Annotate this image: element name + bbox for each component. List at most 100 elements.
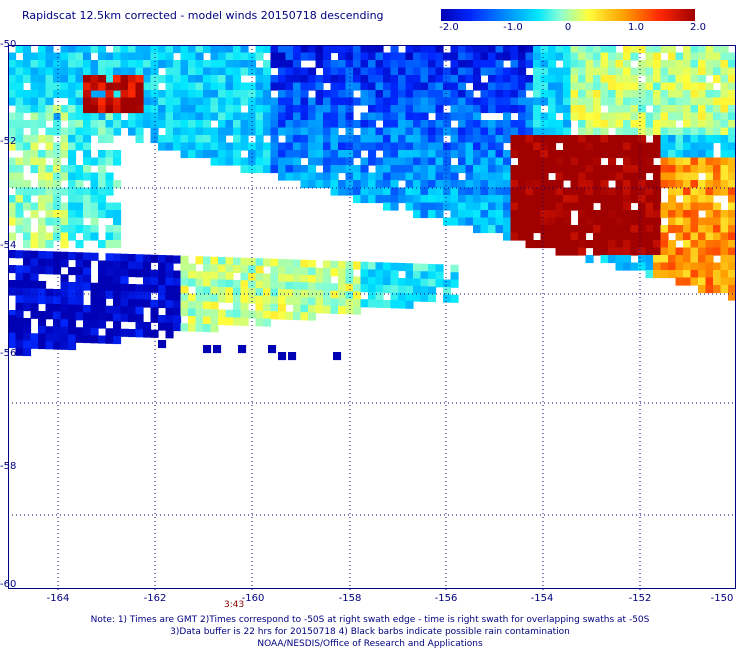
wind-diff-cell (150, 67, 159, 76)
wind-diff-cell (30, 75, 39, 84)
wind-diff-cell (458, 135, 467, 144)
wind-diff-cell (668, 112, 677, 121)
wind-diff-cell (308, 45, 317, 54)
wind-diff-cell (555, 52, 564, 61)
wind-diff-cell (413, 271, 422, 280)
wind-diff-cell (345, 291, 354, 300)
wind-diff-cell (360, 135, 369, 144)
wind-diff-cell (45, 75, 54, 84)
wind-diff-cell (608, 232, 617, 241)
wind-diff-cell (420, 202, 429, 211)
wind-diff-cell (608, 135, 617, 144)
wind-diff-cell (495, 135, 504, 144)
wind-diff-cell (323, 52, 332, 61)
wind-diff-cell (345, 75, 354, 84)
wind-diff-cell (405, 120, 414, 129)
wind-diff-cell (593, 172, 602, 181)
wind-diff-cell (30, 240, 39, 249)
wind-diff-cell (690, 52, 699, 61)
colorbar-label-neg1: -1.0 (503, 22, 523, 33)
wind-diff-cell (98, 127, 107, 136)
wind-diff-cell (45, 172, 54, 181)
wind-diff-cell (323, 172, 332, 181)
wind-diff-cell (330, 127, 339, 136)
wind-diff-cell (330, 172, 339, 181)
wind-diff-cell (720, 270, 729, 279)
wind-diff-cell (255, 67, 264, 76)
wind-diff-cell (330, 268, 339, 277)
wind-diff-cell (150, 307, 159, 316)
wind-diff-cell (713, 52, 722, 61)
wind-diff-cell (8, 82, 17, 91)
wind-diff-cell (563, 232, 572, 241)
wind-diff-cell (638, 165, 647, 174)
wind-diff-cell (143, 262, 152, 271)
wind-diff-cell (210, 279, 219, 288)
wind-diff-cell (188, 90, 197, 99)
wind-diff-cell (180, 135, 189, 144)
wind-diff-cell (533, 97, 542, 106)
wind-diff-cell (248, 112, 257, 121)
wind-diff-cell (525, 60, 534, 69)
wind-diff-cell (195, 75, 204, 84)
wind-diff-cell (488, 82, 497, 91)
wind-diff-cell (630, 75, 639, 84)
wind-diff-cell (585, 135, 594, 144)
wind-diff-cell (98, 97, 107, 106)
wind-diff-cell (53, 120, 62, 129)
wind-diff-cell (158, 52, 167, 61)
wind-diff-cell (435, 150, 444, 159)
wind-diff-cell (420, 82, 429, 91)
wind-diff-cell (375, 277, 384, 286)
wind-diff-cell (8, 165, 17, 174)
wind-diff-cell (60, 210, 69, 219)
wind-diff-cell (30, 150, 39, 159)
wind-diff-cell (225, 90, 234, 99)
wind-diff-cell (188, 301, 197, 310)
wind-diff-cell (713, 202, 722, 211)
wind-diff-cell (585, 120, 594, 129)
wind-diff-cell (188, 127, 197, 136)
wind-diff-cell (38, 281, 47, 290)
wind-diff-cell (683, 142, 692, 151)
wind-diff-cell (413, 97, 422, 106)
wind-diff-cell (548, 135, 557, 144)
wind-diff-cell (713, 240, 722, 249)
wind-diff-cell (690, 82, 699, 91)
wind-diff-cell (315, 282, 324, 291)
wind-diff-cell (593, 180, 602, 189)
wind-diff-cell (480, 210, 489, 219)
wind-diff-cell (413, 286, 422, 295)
wind-diff-cell (68, 142, 77, 151)
wind-diff-cell (405, 112, 414, 121)
wind-diff-cell (98, 298, 107, 307)
wind-diff-cell (428, 105, 437, 114)
wind-diff-cell (60, 202, 69, 211)
wind-diff-cell (698, 52, 707, 61)
wind-diff-cell (105, 157, 114, 166)
wind-diff-cell (660, 90, 669, 99)
wind-diff-cell (593, 105, 602, 114)
wind-diff-cell (413, 195, 422, 204)
wind-diff-cell (713, 157, 722, 166)
wind-diff-cell (533, 150, 542, 159)
wind-diff-cell (608, 210, 617, 219)
wind-diff-cell (503, 75, 512, 84)
wind-diff-cell (135, 261, 144, 270)
wind-diff-cell (630, 195, 639, 204)
wind-diff-cell (690, 270, 699, 279)
wind-diff-cell (533, 52, 542, 61)
wind-diff-cell (83, 260, 92, 269)
wind-diff-cell (128, 112, 137, 121)
wind-diff-cell (510, 75, 519, 84)
wind-diff-cell (98, 105, 107, 114)
wind-diff-cell (615, 120, 624, 129)
wind-diff-cell (278, 60, 287, 69)
wind-diff-cell (360, 269, 369, 278)
wind-diff-cell (713, 60, 722, 69)
wind-diff-cell (98, 82, 107, 91)
wind-diff-cell (435, 127, 444, 136)
wind-diff-cell (623, 90, 632, 99)
wind-diff-cell (690, 112, 699, 121)
wind-diff-cell (480, 202, 489, 211)
